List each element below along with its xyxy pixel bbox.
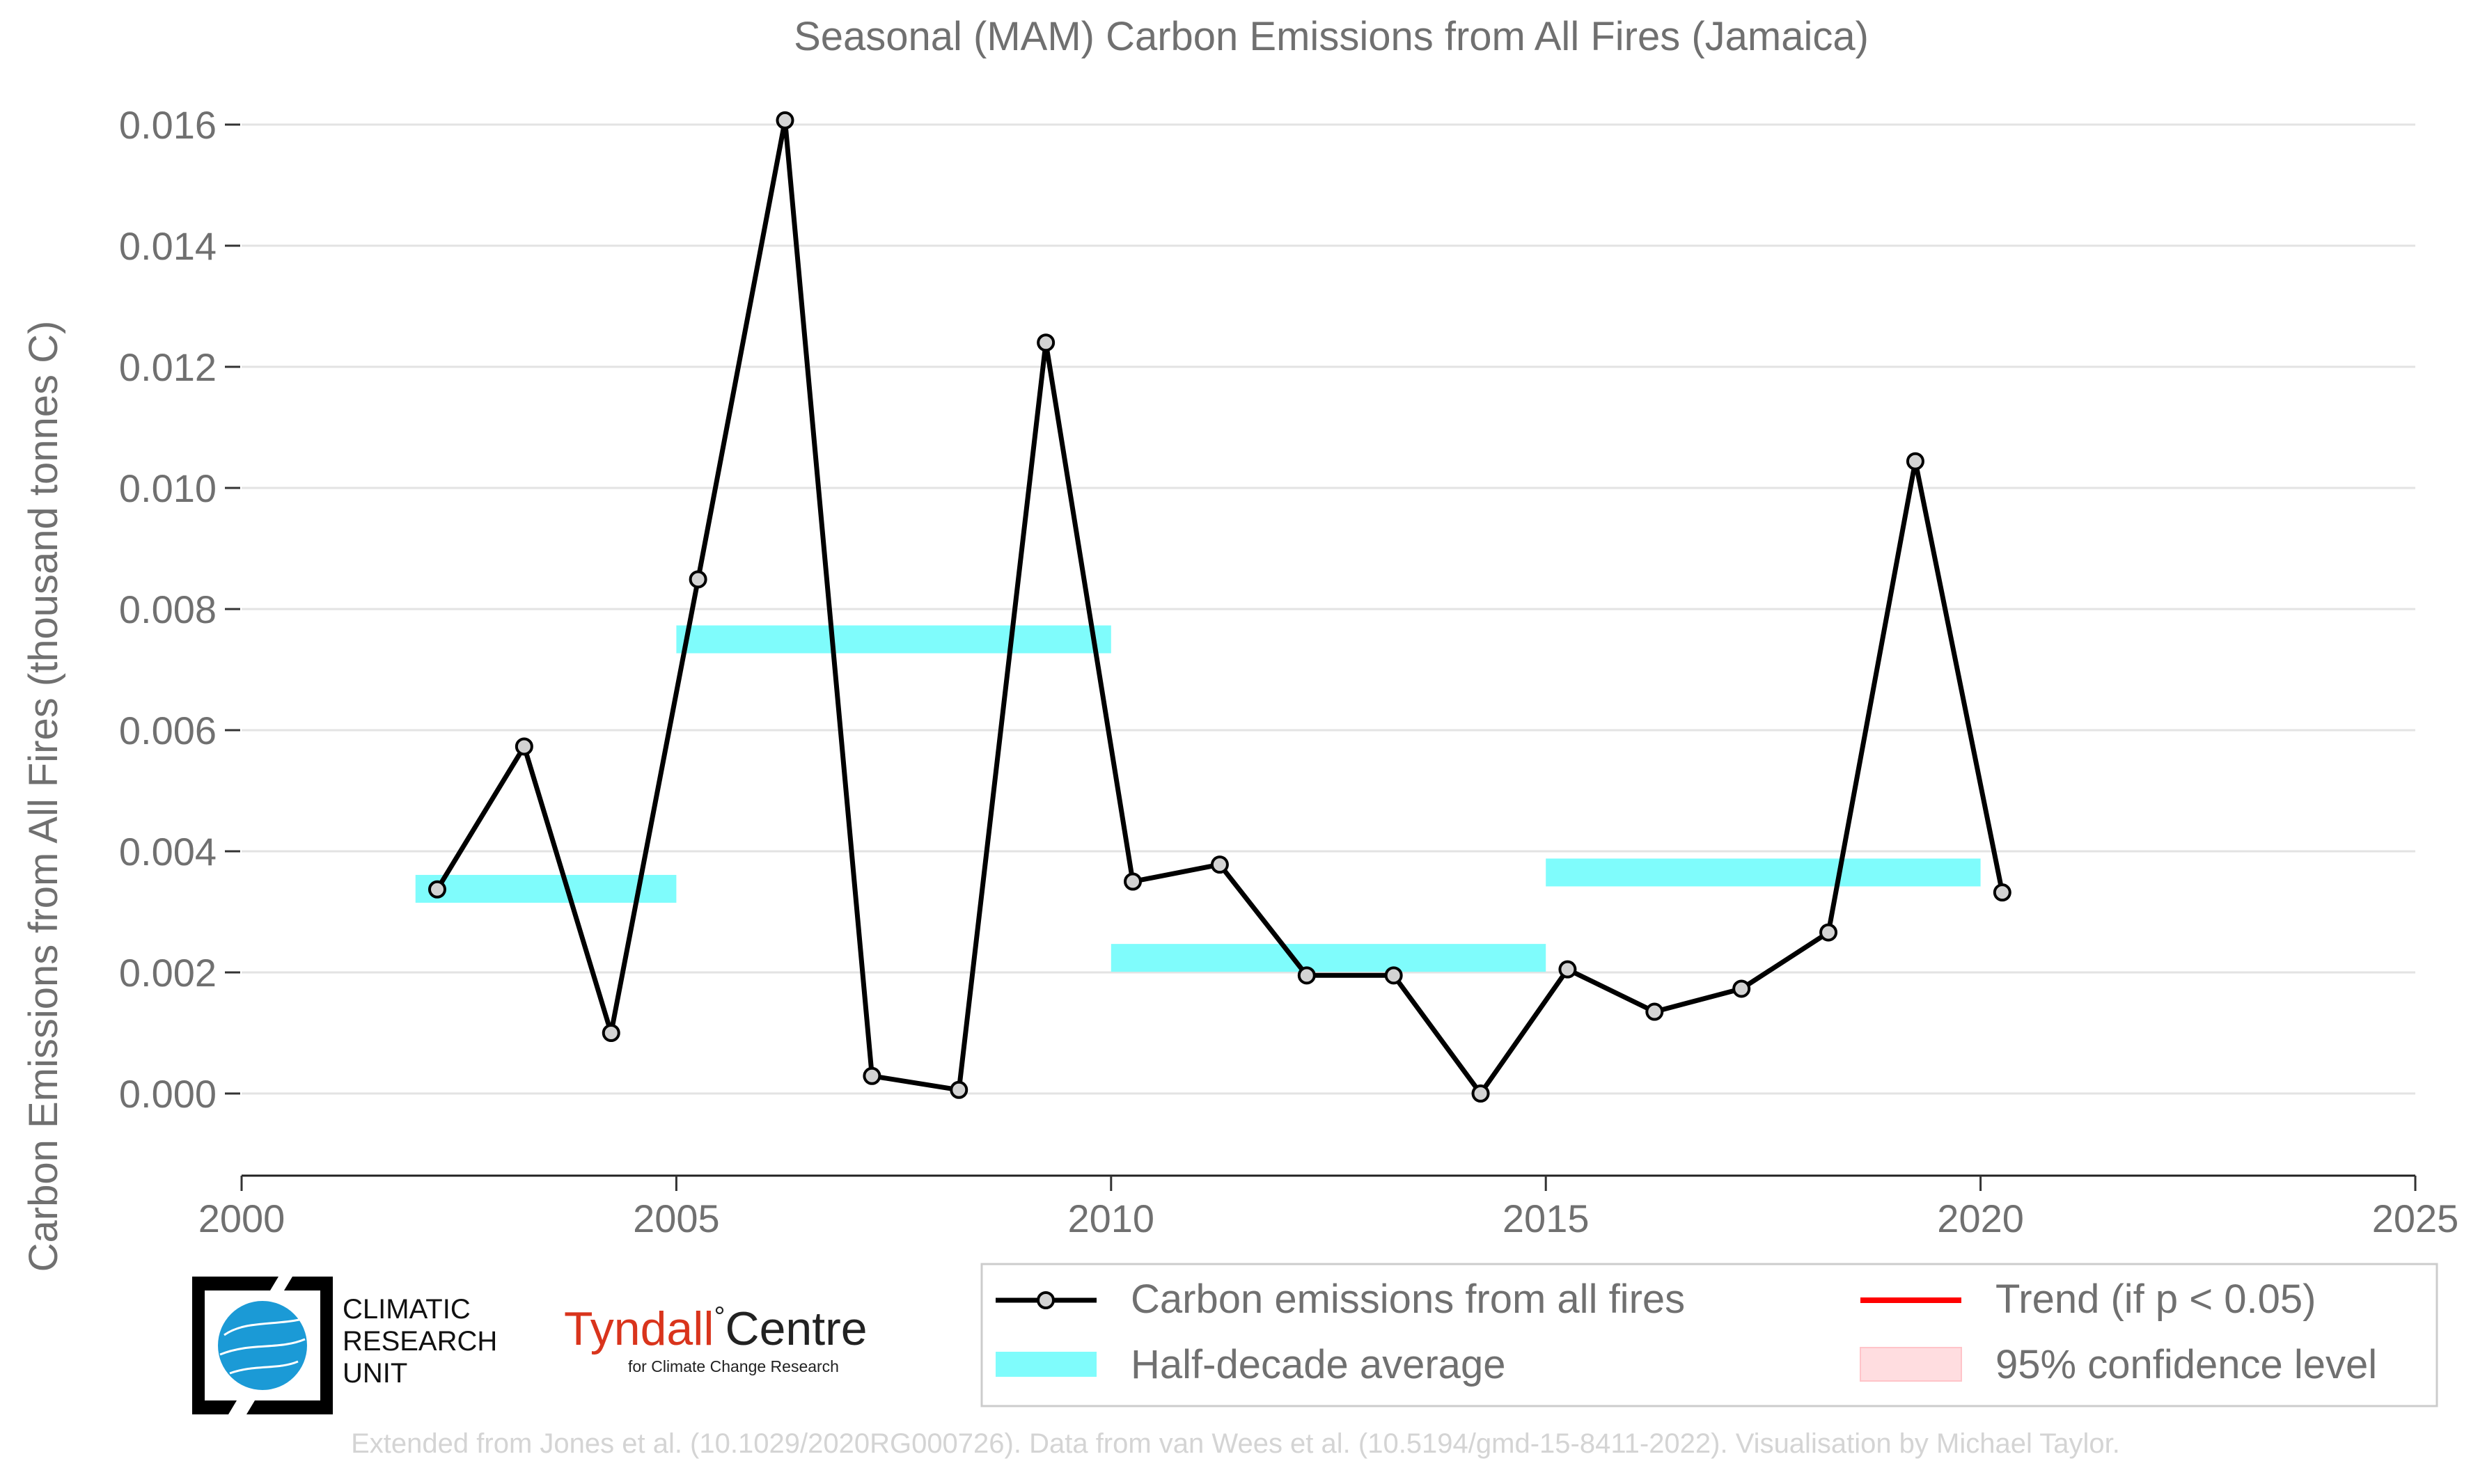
data-point [1471,1084,1490,1103]
tyndall-logo: Tyndall°Centre [564,1302,868,1356]
data-point [1210,855,1229,874]
legend-label-confidence: 95% confidence level [1995,1342,2377,1387]
x-tick-label: 2000 [198,1197,285,1240]
cru-line-1: CLIMATIC [343,1294,471,1325]
x-tick-label: 2020 [1937,1197,2024,1240]
y-tick-label: 0.004 [119,830,217,874]
y-tick-label: 0.008 [119,587,217,631]
half-decade-bar [1111,944,1546,972]
y-tick-label: 0.012 [119,345,217,389]
y-axis-label: Carbon Emissions from All Fires (thousan… [21,321,66,1272]
data-point [427,880,446,899]
data-point [1645,1002,1664,1021]
y-tick-label: 0.014 [119,224,217,268]
half-decade-bar [676,625,1111,654]
data-points [427,111,2011,1103]
y-tick-label: 0.000 [119,1072,217,1116]
chart-title: Seasonal (MAM) Carbon Emissions from All… [794,14,1869,59]
legend-band-swatch [996,1352,1097,1377]
y-tick-label: 0.016 [119,103,217,147]
tyndall-main: Tyndall [564,1302,714,1355]
x-ticks: 2000 2005 2010 2015 2020 2025 [198,1176,2459,1240]
y-tick-label: 0.006 [119,709,217,752]
half-decade-bar [415,874,677,903]
y-tick-label: 0.002 [119,951,217,995]
x-tick-label: 2015 [1503,1197,1590,1240]
cru-line-2: RESEARCH [343,1326,498,1357]
legend: Carbon emissions from all fires Trend (i… [980,1263,2438,1407]
legend-marker-swatch [1037,1291,1055,1309]
data-point [1558,960,1577,979]
legend-confidence-swatch [1860,1347,1962,1382]
data-point [689,570,707,589]
data-point [1124,872,1143,891]
y-ticks: 0.000 0.002 0.004 0.006 0.008 0.010 0.012 0.014… [119,103,240,1116]
data-point [1906,452,1924,471]
tyndall-degree: ° [714,1302,725,1332]
cru-logo-text: CLIMATIC RESEARCH UNIT [343,1293,497,1389]
legend-label-emissions: Carbon emissions from all fires [1131,1277,1685,1322]
legend-label-half-decade: Half-decade average [1131,1342,1505,1387]
cru-line-3: UNIT [343,1358,408,1389]
x-tick-label: 2005 [633,1197,720,1240]
logos: CLIMATIC RESEARCH UNIT Tyndall°Centre fo… [188,1267,884,1420]
data-point [602,1024,620,1042]
half-decade-bar [1546,858,1981,887]
cru-logo-icon [192,1277,333,1414]
data-point [1993,883,2011,902]
legend-label-trend: Trend (if p < 0.05) [1995,1277,2316,1322]
x-tick-label: 2025 [2372,1197,2459,1240]
legend-frame [980,1263,2438,1407]
data-point [1037,333,1056,352]
tyndall-subtitle: for Climate Change Research [628,1357,839,1375]
half-decade-bands [415,625,1981,972]
data-point [776,111,794,129]
y-tick-label: 0.010 [119,466,217,510]
data-point [863,1066,881,1085]
credit-line: Extended from Jones et al. (10.1029/2020… [351,1428,2120,1459]
data-point [1297,966,1316,985]
data-point [1819,923,1838,942]
data-point [1384,966,1403,985]
data-point [1732,979,1751,998]
data-point [515,737,533,756]
tyndall-centre: Centre [725,1302,868,1355]
x-tick-label: 2010 [1068,1197,1155,1240]
data-point [950,1080,968,1099]
grid-lines [242,123,2415,1095]
